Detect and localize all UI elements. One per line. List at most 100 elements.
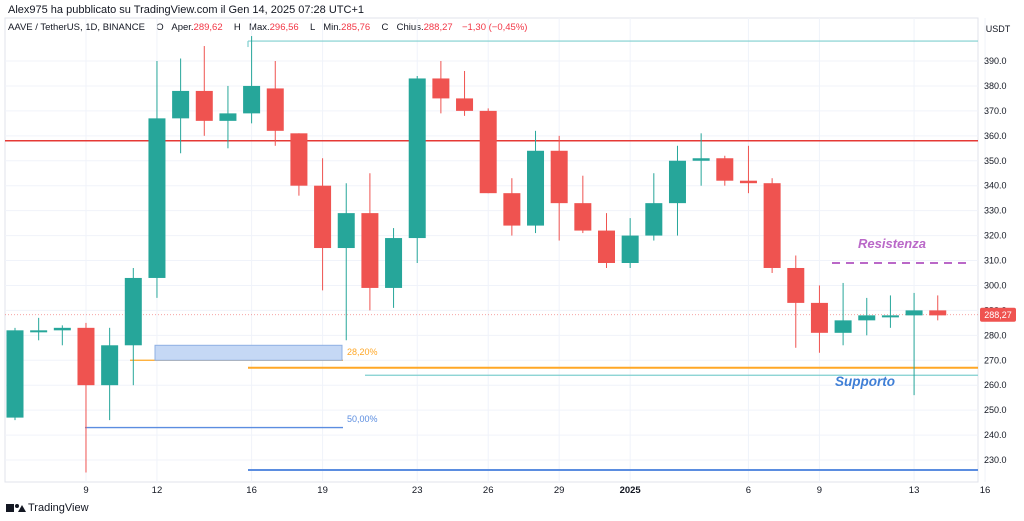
- candle-body: [503, 193, 521, 226]
- tradingview-logo-icon: [6, 503, 26, 513]
- candle-body: [881, 315, 899, 318]
- candle-body: [621, 235, 639, 263]
- candle-body: [905, 310, 923, 316]
- time-tick-label: 2025: [620, 485, 642, 496]
- low-label: L: [309, 22, 315, 33]
- candle-body: [929, 310, 947, 316]
- time-tick-label: 29: [554, 485, 565, 496]
- candle-body: [645, 203, 663, 236]
- candle-body: [219, 113, 237, 121]
- fib-2820-label: 28,20%: [347, 347, 378, 357]
- candle-body: [337, 213, 355, 249]
- drawing-overlays: [5, 40, 978, 471]
- publisher-line: Alex975 ha pubblicato su TradingView.com…: [8, 4, 364, 16]
- candle-body: [30, 330, 48, 333]
- tradingview-brand: TradingView: [28, 502, 89, 514]
- price-tick-label: 250.0: [984, 405, 1007, 415]
- high-label: H: [233, 22, 241, 33]
- price-tick-label: 360.0: [984, 131, 1007, 141]
- price-tick-label: 260.0: [984, 380, 1007, 390]
- candle-body: [527, 150, 545, 226]
- symbol-ohlc-line: AAVE / TetherUS, 1D, BINANCE O Aper.289,…: [8, 22, 527, 33]
- candle-body: [479, 110, 497, 194]
- plot-frame: [4, 17, 979, 483]
- time-tick-label: 19: [317, 485, 328, 496]
- price-tick-label: 300.0: [984, 280, 1007, 290]
- candle-body: [739, 180, 757, 184]
- candle-body: [172, 90, 190, 119]
- time-tick-label: 16: [246, 485, 257, 496]
- open-value: 289,62: [193, 22, 223, 33]
- price-tick-label: 340.0: [984, 181, 1007, 191]
- candle-body: [810, 302, 828, 333]
- price-tick-label: 390.0: [984, 56, 1007, 66]
- price-tick-label: 320.0: [984, 231, 1007, 241]
- candle-body: [834, 320, 852, 333]
- candle-body: [53, 327, 71, 331]
- time-tick-label: 9: [817, 485, 822, 496]
- candle-body: [77, 327, 95, 386]
- time-tick-label: 6: [746, 485, 751, 496]
- price-tick-label: 230.0: [984, 455, 1007, 465]
- close-text: Chius.: [396, 22, 424, 33]
- fib-50-label: 50,00%: [347, 414, 378, 424]
- price-tick-label: 380.0: [984, 81, 1007, 91]
- close-value: 288,27: [423, 22, 453, 33]
- candle-body: [195, 90, 213, 121]
- candle-body: [290, 133, 308, 186]
- candle-body: [408, 78, 426, 239]
- price-tick-label: 310.0: [984, 256, 1007, 266]
- high-text: Max.: [249, 22, 270, 33]
- candle-body: [6, 330, 24, 418]
- price-tick-label: 240.0: [984, 430, 1007, 440]
- price-tick-label: 350.0: [984, 156, 1007, 166]
- candle-body: [716, 158, 734, 181]
- candle-body: [243, 85, 261, 114]
- low-text: Min.: [323, 22, 342, 33]
- low-value: 285,76: [341, 22, 371, 33]
- price-tick-label: 370.0: [984, 106, 1007, 116]
- candle-body: [550, 150, 568, 204]
- high-value: 296,56: [269, 22, 299, 33]
- time-tick-label: 23: [412, 485, 423, 496]
- time-tick-label: 13: [909, 485, 920, 496]
- candle-body: [266, 88, 284, 131]
- price-tick-label: 330.0: [984, 206, 1007, 216]
- candle-body: [101, 345, 119, 386]
- time-axis: 9 12 16 19 23 26 29 2025 6 9 13 16: [83, 485, 990, 496]
- candle-body: [456, 98, 474, 111]
- price-tick-label: 270.0: [984, 355, 1007, 365]
- candle-body: [432, 78, 450, 99]
- candle-body: [858, 315, 876, 321]
- candle-body: [385, 238, 403, 288]
- change-value: −1,30 (−0,45%): [461, 22, 528, 33]
- last-price-badge: [980, 307, 1016, 322]
- price-tick-label: 280.0: [984, 330, 1007, 340]
- supporto-label: Supporto: [835, 374, 895, 389]
- candle-body: [361, 213, 379, 288]
- open-label: O: [156, 22, 164, 33]
- resistenza-label: Resistenza: [858, 236, 926, 251]
- time-tick-label: 26: [483, 485, 494, 496]
- symbol-name[interactable]: AAVE / TetherUS, 1D, BINANCE: [8, 22, 145, 33]
- fib-zone-box: [154, 344, 343, 361]
- candles: [6, 36, 947, 473]
- time-tick-label: 12: [152, 485, 163, 496]
- last-price-value: 288,27: [984, 310, 1012, 320]
- grid-lines: [4, 17, 986, 483]
- currency-label: USDT: [986, 24, 1011, 34]
- candle-body: [692, 158, 710, 161]
- candle-body: [124, 277, 142, 346]
- time-tick-label: 9: [83, 485, 88, 496]
- time-tick-label: 16: [980, 485, 991, 496]
- candle-body: [787, 267, 805, 303]
- tradingview-logo[interactable]: TradingView: [6, 502, 89, 514]
- candle-body: [574, 203, 592, 231]
- candle-body: [598, 230, 615, 263]
- candle-body: [314, 185, 332, 249]
- close-label: C: [381, 22, 389, 33]
- candle-body: [668, 160, 686, 204]
- price-axis: USDT230.0240.0250.0260.0270.0280.0290.03…: [980, 24, 1016, 465]
- annotation-labels: Resistenza Supporto 28,20% 50,00%: [347, 236, 926, 424]
